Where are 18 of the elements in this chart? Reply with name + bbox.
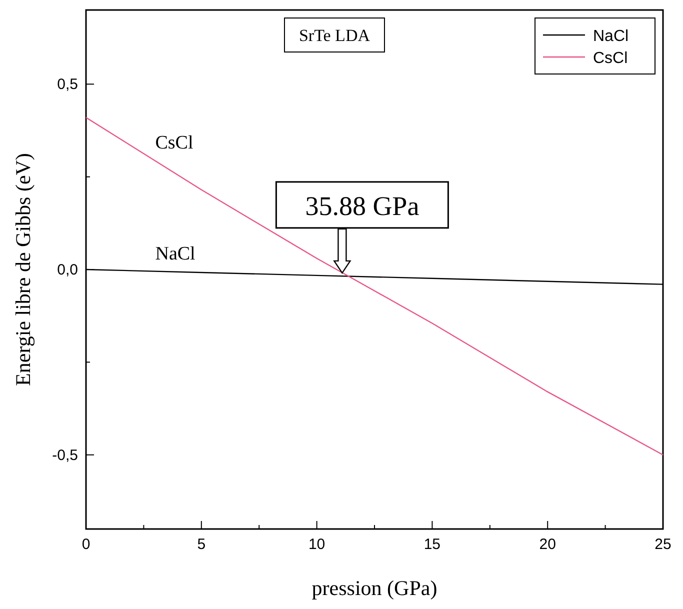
y-tick-label: 0,0 — [57, 262, 78, 278]
y-tick-label: -0,5 — [52, 446, 78, 464]
line-series — [85, 116, 664, 456]
legend-label: NaCl — [593, 28, 629, 45]
x-tick-label: 10 — [308, 536, 326, 553]
x-tick-label: 25 — [654, 536, 672, 553]
x-axis-title: pression (GPa) — [312, 576, 438, 600]
y-tick-label: 0,5 — [57, 76, 78, 94]
x-tick-label: 15 — [424, 536, 441, 553]
annotation: SrTe LDA — [298, 26, 371, 45]
x-tick-label: 5 — [197, 536, 206, 553]
annotation: 35.88 GPa — [305, 190, 420, 221]
y-axis-title: Energie libre de Gibbs (eV) — [11, 153, 35, 386]
x-tick-label: 20 — [539, 536, 556, 553]
x-tick-label: 0 — [82, 536, 90, 553]
annotation: CsCl — [155, 132, 194, 154]
legend-label: CsCl — [593, 50, 628, 67]
annotation: NaCl — [155, 244, 196, 264]
